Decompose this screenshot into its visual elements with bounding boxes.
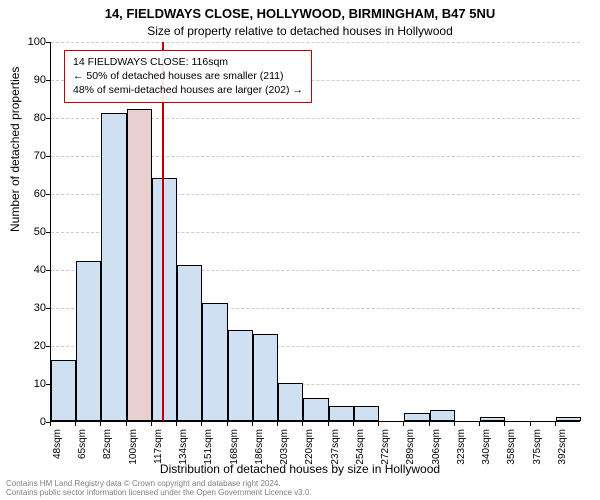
xtick-mark xyxy=(328,422,329,426)
histogram-bar xyxy=(404,413,429,421)
ytick-label: 100 xyxy=(6,36,46,48)
histogram-bar xyxy=(480,417,505,421)
xtick-mark xyxy=(454,422,455,426)
histogram-bar xyxy=(278,383,303,421)
ytick-mark xyxy=(46,118,50,119)
ytick-mark xyxy=(46,232,50,233)
histogram-bar xyxy=(127,109,152,421)
xtick-label: 117sqm xyxy=(153,429,164,469)
xtick-label: 186sqm xyxy=(254,429,265,469)
chart-title-main: 14, FIELDWAYS CLOSE, HOLLYWOOD, BIRMINGH… xyxy=(0,6,600,21)
ytick-label: 0 xyxy=(6,416,46,428)
histogram-bar xyxy=(152,178,177,421)
xtick-mark xyxy=(429,422,430,426)
ytick-label: 40 xyxy=(6,264,46,276)
xtick-mark xyxy=(227,422,228,426)
xtick-mark xyxy=(302,422,303,426)
xtick-mark xyxy=(504,422,505,426)
histogram-bar xyxy=(51,360,76,421)
footer-attribution: Contains HM Land Registry data © Crown c… xyxy=(6,479,312,498)
xtick-label: 272sqm xyxy=(380,429,391,469)
ytick-label: 90 xyxy=(6,74,46,86)
histogram-bar xyxy=(76,261,101,421)
xtick-label: 220sqm xyxy=(304,429,315,469)
xtick-mark xyxy=(126,422,127,426)
footer-line2: Contains public sector information licen… xyxy=(6,488,312,498)
annotation-box: 14 FIELDWAYS CLOSE: 116sqm ← 50% of deta… xyxy=(64,50,312,103)
xtick-mark xyxy=(530,422,531,426)
chart-title-sub: Size of property relative to detached ho… xyxy=(0,24,600,38)
histogram-bar xyxy=(430,410,455,421)
ytick-mark xyxy=(46,80,50,81)
ytick-mark xyxy=(46,270,50,271)
xtick-label: 65sqm xyxy=(77,429,88,469)
histogram-bar xyxy=(303,398,328,421)
ytick-mark xyxy=(46,384,50,385)
xtick-label: 203sqm xyxy=(279,429,290,469)
ytick-label: 50 xyxy=(6,226,46,238)
xtick-mark xyxy=(75,422,76,426)
xtick-label: 289sqm xyxy=(405,429,416,469)
xtick-label: 100sqm xyxy=(128,429,139,469)
annotation-line2: ← 50% of detached houses are smaller (21… xyxy=(73,69,303,83)
footer-line1: Contains HM Land Registry data © Crown c… xyxy=(6,479,312,489)
xtick-mark xyxy=(50,422,51,426)
annotation-line1: 14 FIELDWAYS CLOSE: 116sqm xyxy=(73,55,303,69)
xtick-mark xyxy=(100,422,101,426)
ytick-mark xyxy=(46,156,50,157)
ytick-mark xyxy=(46,194,50,195)
ytick-label: 60 xyxy=(6,188,46,200)
histogram-bar xyxy=(354,406,379,421)
ytick-label: 20 xyxy=(6,340,46,352)
histogram-bar xyxy=(177,265,202,421)
histogram-bar xyxy=(253,334,278,421)
histogram-bar xyxy=(556,417,581,421)
histogram-bar xyxy=(101,113,126,421)
chart-container: 14, FIELDWAYS CLOSE, HOLLYWOOD, BIRMINGH… xyxy=(0,0,600,500)
xtick-mark xyxy=(555,422,556,426)
ytick-mark xyxy=(46,308,50,309)
xtick-label: 134sqm xyxy=(178,429,189,469)
xtick-mark xyxy=(151,422,152,426)
xtick-mark xyxy=(378,422,379,426)
xtick-mark xyxy=(176,422,177,426)
ytick-label: 10 xyxy=(6,378,46,390)
ytick-label: 30 xyxy=(6,302,46,314)
xtick-label: 151sqm xyxy=(203,429,214,469)
xtick-label: 168sqm xyxy=(229,429,240,469)
xtick-mark xyxy=(403,422,404,426)
xtick-label: 48sqm xyxy=(52,429,63,469)
ytick-mark xyxy=(46,42,50,43)
xtick-label: 82sqm xyxy=(102,429,113,469)
ytick-label: 80 xyxy=(6,112,46,124)
xtick-label: 237sqm xyxy=(330,429,341,469)
xtick-mark xyxy=(277,422,278,426)
annotation-line3: 48% of semi-detached houses are larger (… xyxy=(73,83,303,97)
xtick-label: 375sqm xyxy=(532,429,543,469)
histogram-bar xyxy=(329,406,354,421)
grid-line xyxy=(51,42,580,43)
xtick-mark xyxy=(353,422,354,426)
xtick-label: 323sqm xyxy=(456,429,467,469)
xtick-label: 306sqm xyxy=(431,429,442,469)
ytick-mark xyxy=(46,346,50,347)
xtick-label: 254sqm xyxy=(355,429,366,469)
xtick-label: 340sqm xyxy=(481,429,492,469)
xtick-label: 392sqm xyxy=(557,429,568,469)
xtick-mark xyxy=(201,422,202,426)
xtick-mark xyxy=(479,422,480,426)
ytick-label: 70 xyxy=(6,150,46,162)
xtick-label: 358sqm xyxy=(506,429,517,469)
histogram-bar xyxy=(228,330,253,421)
xtick-mark xyxy=(252,422,253,426)
histogram-bar xyxy=(202,303,227,421)
